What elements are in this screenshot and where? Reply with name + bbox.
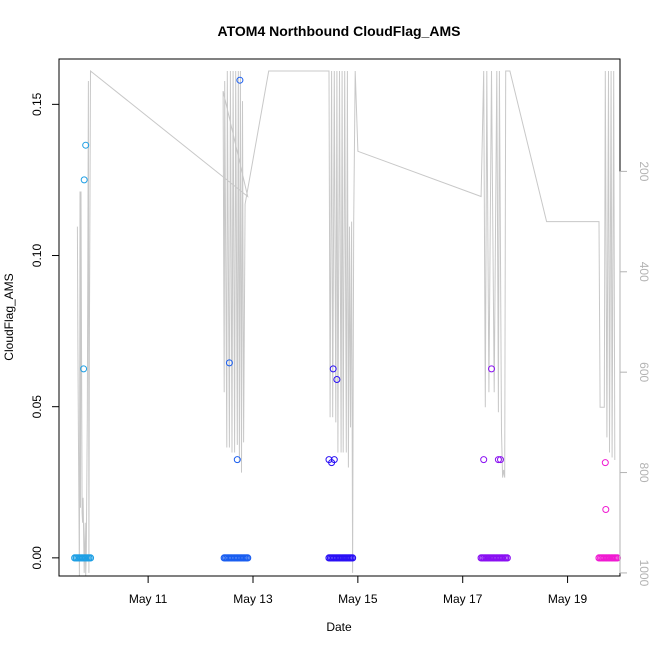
- data-point-4-4: [497, 456, 504, 464]
- data-point-1-2: [80, 176, 88, 184]
- x-axis-label: Date: [326, 620, 352, 634]
- x-axis: May 11 May 13 May 15 May 17 May 19: [129, 576, 588, 606]
- data-point-1-3: [82, 141, 90, 149]
- data-point-zero-2: [244, 554, 252, 562]
- data-point-4-3: [494, 456, 502, 464]
- right-tick-label: 800: [637, 463, 650, 483]
- y-tick-label: 0.15: [30, 92, 44, 116]
- data-point-5-2: [602, 506, 610, 513]
- y-tick-label: 0.10: [30, 244, 44, 268]
- data-point-zero-4: [503, 554, 511, 562]
- chart-title: ATOM4 Northbound CloudFlag_AMS: [218, 23, 461, 39]
- x-tick-label: May 13: [233, 592, 273, 606]
- data-point-4-2: [488, 365, 495, 373]
- x-tick-label: May 19: [548, 592, 588, 606]
- y-axis-right: 200 400 600 800 1000: [619, 161, 650, 587]
- right-tick-label: 400: [637, 262, 650, 282]
- right-tick-label: 1000: [637, 560, 650, 587]
- right-tick-label: 200: [637, 161, 650, 181]
- data-point-zero-1: [86, 554, 95, 562]
- data-point-3-5: [333, 376, 341, 383]
- x-tick-label: May 17: [443, 592, 483, 606]
- x-tick-label: May 15: [338, 592, 378, 606]
- y-tick-label: 0.05: [30, 395, 44, 419]
- y-axis: 0.00 0.05 0.10 0.15: [30, 92, 59, 570]
- right-tick-label: 600: [637, 362, 650, 382]
- data-point-zero-3: [349, 554, 357, 562]
- data-point-2-3: [236, 76, 244, 84]
- data-point-4-1: [480, 456, 488, 464]
- data-point-3-4: [329, 365, 337, 373]
- y-tick-label: 0.00: [30, 546, 44, 570]
- data-point-3-3: [330, 456, 338, 464]
- data-point-2-1: [225, 359, 233, 367]
- data-point-5-1: [601, 459, 609, 467]
- pressure-trace-line: [76, 69, 616, 577]
- y-axis-label: CloudFlag_AMS: [2, 273, 16, 360]
- data-points-layer: [71, 76, 622, 562]
- pressure-trace-layer: [76, 69, 616, 577]
- x-tick-label: May 11: [129, 592, 168, 606]
- data-point-2-2: [233, 456, 241, 464]
- data-point-1-1: [80, 365, 88, 373]
